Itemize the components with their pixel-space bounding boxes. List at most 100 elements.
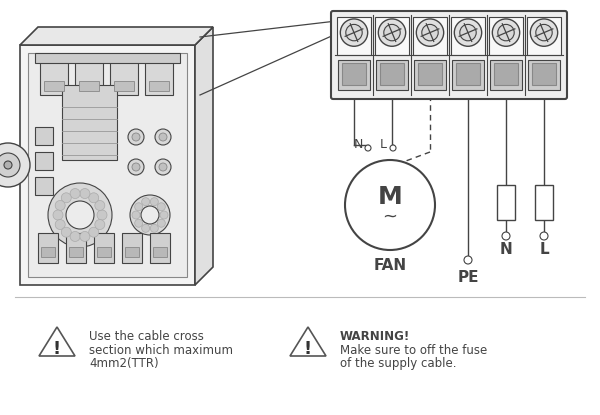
Circle shape xyxy=(493,19,520,46)
Circle shape xyxy=(159,163,167,171)
Circle shape xyxy=(498,24,514,41)
Text: 4mm2(TTR): 4mm2(TTR) xyxy=(89,356,158,369)
Text: WARNING!: WARNING! xyxy=(340,330,410,344)
Bar xyxy=(28,53,187,277)
Bar xyxy=(527,17,561,55)
Bar xyxy=(35,53,180,63)
Circle shape xyxy=(95,200,105,210)
Bar xyxy=(145,60,173,95)
Circle shape xyxy=(128,129,144,145)
Bar xyxy=(69,247,83,257)
Text: !: ! xyxy=(304,340,312,358)
Circle shape xyxy=(80,232,90,242)
Circle shape xyxy=(340,19,368,46)
Bar xyxy=(35,177,53,195)
Text: PE: PE xyxy=(457,271,479,286)
Circle shape xyxy=(0,143,30,187)
Bar xyxy=(494,63,518,85)
Text: section which maximum: section which maximum xyxy=(89,344,233,356)
Circle shape xyxy=(379,19,406,46)
Text: L: L xyxy=(539,242,549,257)
Bar xyxy=(418,63,442,85)
Circle shape xyxy=(132,211,140,219)
Circle shape xyxy=(160,211,168,219)
Bar xyxy=(489,17,523,55)
Bar xyxy=(414,60,446,90)
Circle shape xyxy=(390,145,396,151)
Circle shape xyxy=(61,227,71,237)
Text: FAN: FAN xyxy=(373,257,407,273)
Bar xyxy=(75,60,103,95)
Bar xyxy=(79,81,99,91)
Bar xyxy=(413,17,447,55)
Text: ~: ~ xyxy=(383,208,398,226)
Bar xyxy=(153,247,167,257)
Text: N: N xyxy=(500,242,512,257)
Circle shape xyxy=(155,159,171,175)
Circle shape xyxy=(460,24,476,41)
Polygon shape xyxy=(39,327,75,356)
Circle shape xyxy=(151,225,158,232)
Bar xyxy=(535,185,553,220)
Bar xyxy=(94,233,114,263)
Text: L: L xyxy=(380,139,386,151)
Bar xyxy=(38,233,58,263)
Polygon shape xyxy=(195,27,213,285)
Bar xyxy=(97,247,111,257)
Text: Make sure to off the fuse: Make sure to off the fuse xyxy=(340,344,487,356)
Bar xyxy=(35,152,53,170)
Circle shape xyxy=(0,153,20,177)
Circle shape xyxy=(416,19,443,46)
Circle shape xyxy=(48,183,112,247)
Bar xyxy=(452,60,484,90)
Text: Use the cable cross: Use the cable cross xyxy=(89,330,204,344)
Circle shape xyxy=(80,188,90,198)
Circle shape xyxy=(130,195,170,235)
Circle shape xyxy=(540,232,548,240)
Text: N: N xyxy=(353,139,362,151)
Circle shape xyxy=(132,133,140,141)
Bar xyxy=(122,233,142,263)
Circle shape xyxy=(365,145,371,151)
Text: M: M xyxy=(377,185,403,209)
Circle shape xyxy=(157,203,166,211)
Polygon shape xyxy=(20,27,213,45)
Circle shape xyxy=(141,206,159,224)
Circle shape xyxy=(346,24,362,41)
Circle shape xyxy=(134,203,143,211)
Bar xyxy=(44,81,64,91)
Bar xyxy=(497,185,515,220)
Bar xyxy=(342,63,366,85)
Circle shape xyxy=(55,220,65,229)
Circle shape xyxy=(142,225,149,232)
Bar xyxy=(528,60,560,90)
Circle shape xyxy=(95,220,105,229)
Circle shape xyxy=(66,201,94,229)
Circle shape xyxy=(384,24,400,41)
Bar xyxy=(532,63,556,85)
Circle shape xyxy=(155,129,171,145)
Bar xyxy=(66,233,86,263)
Bar xyxy=(375,17,409,55)
Circle shape xyxy=(89,193,99,203)
Text: of the supply cable.: of the supply cable. xyxy=(340,356,457,369)
Circle shape xyxy=(89,227,99,237)
Circle shape xyxy=(345,160,435,250)
Circle shape xyxy=(97,210,107,220)
Circle shape xyxy=(454,19,482,46)
Circle shape xyxy=(55,200,65,210)
Bar xyxy=(149,81,169,91)
Bar xyxy=(125,247,139,257)
Bar xyxy=(490,60,522,90)
Bar xyxy=(62,85,117,160)
Bar xyxy=(35,127,53,145)
Circle shape xyxy=(502,232,510,240)
Circle shape xyxy=(53,210,63,220)
Circle shape xyxy=(142,198,149,206)
Circle shape xyxy=(4,161,12,169)
Circle shape xyxy=(61,193,71,203)
FancyBboxPatch shape xyxy=(331,11,567,99)
Circle shape xyxy=(70,188,80,198)
Bar xyxy=(114,81,134,91)
Circle shape xyxy=(159,133,167,141)
